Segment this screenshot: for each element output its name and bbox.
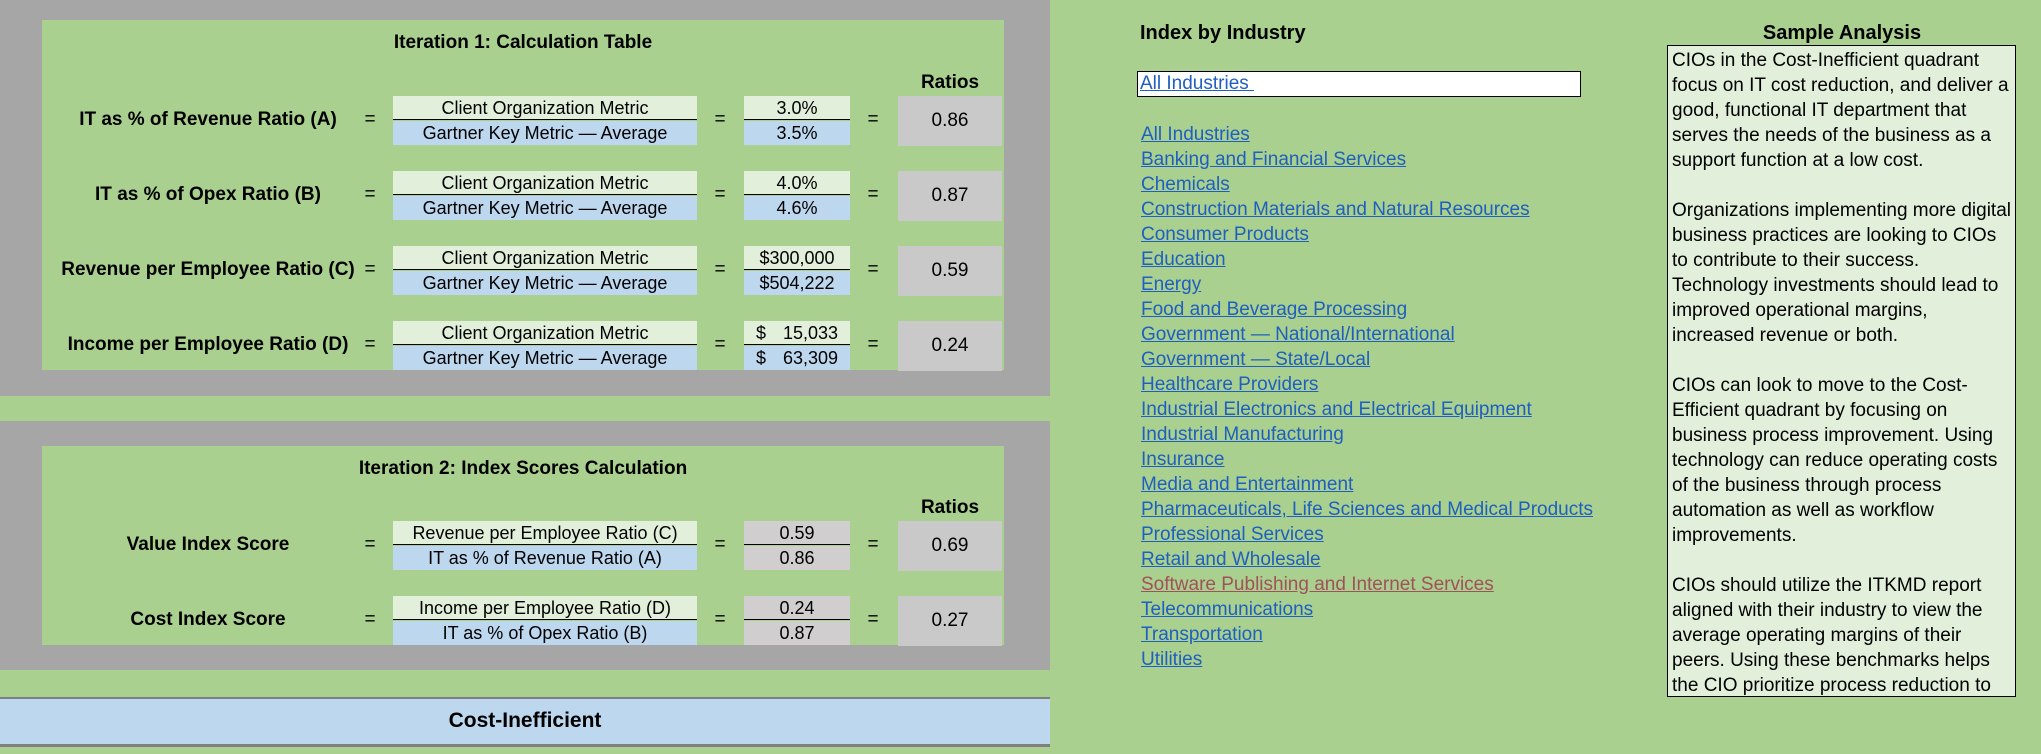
equals-sign: = [364, 109, 376, 130]
quadrant-banner: Cost-Inefficient [0, 697, 1050, 747]
equals-sign: = [364, 334, 376, 355]
denominator-value: $63,309 [744, 346, 850, 370]
denominator-label: IT as % of Opex Ratio (B) [393, 621, 697, 645]
quadrant-label: Cost-Inefficient [448, 709, 602, 732]
industry-link[interactable]: Food and Beverage Processing [1141, 299, 1408, 320]
denominator-value: $504,222 [744, 271, 850, 295]
numerator-value: $300,000 [744, 246, 850, 270]
denominator-label: Gartner Key Metric — Average [393, 271, 697, 295]
denominator-label: Gartner Key Metric — Average [393, 121, 697, 145]
equals-sign: = [714, 184, 726, 205]
industry-select[interactable]: All Industries [1137, 71, 1581, 97]
equals-sign: = [364, 184, 376, 205]
industry-link[interactable]: Construction Materials and Natural Resou… [1141, 199, 1530, 220]
row-label: IT as % of Opex Ratio (B) [95, 184, 321, 205]
numerator-value: 0.24 [744, 596, 850, 620]
ratio-value: 0.87 [898, 171, 1002, 221]
equals-sign: = [867, 109, 879, 130]
equals-sign: = [867, 259, 879, 280]
ratios-header: Ratios [898, 72, 1002, 98]
numerator-label: Income per Employee Ratio (D) [393, 596, 697, 620]
denominator-value: 0.86 [744, 546, 850, 570]
equals-sign: = [867, 609, 879, 630]
industry-link[interactable]: Insurance [1141, 449, 1225, 470]
analysis-paragraph: Organizations implementing more digital … [1672, 200, 2011, 346]
row-label: IT as % of Revenue Ratio (A) [79, 109, 337, 130]
equals-sign: = [714, 534, 726, 555]
denominator-value: 4.6% [744, 196, 850, 220]
equals-sign: = [867, 184, 879, 205]
iteration2-title: Iteration 2: Index Scores Calculation [358, 458, 688, 479]
industry-link[interactable]: Media and Entertainment [1141, 474, 1354, 495]
industry-link[interactable]: Education [1141, 249, 1226, 270]
row-label: Income per Employee Ratio (D) [67, 334, 349, 355]
industry-link[interactable]: Industrial Electronics and Electrical Eq… [1141, 399, 1532, 420]
denominator-label: Gartner Key Metric — Average [393, 346, 697, 370]
row-label: Revenue per Employee Ratio (C) [61, 259, 355, 280]
currency-symbol: $ [756, 348, 767, 368]
numerator-label: Client Organization Metric [393, 171, 697, 195]
row-label: Cost Index Score [130, 609, 286, 630]
industry-link[interactable]: Software Publishing and Internet Service… [1141, 574, 1494, 595]
equals-sign: = [867, 534, 879, 555]
numerator-value: 3.0% [744, 96, 850, 120]
industry-select-value: All Industries [1140, 73, 1255, 94]
ratio-value: 0.27 [898, 596, 1002, 646]
equals-sign: = [714, 334, 726, 355]
sample-analysis-header: Sample Analysis [1762, 22, 1922, 44]
industry-list: All Industries Banking and Financial Serv… [1141, 122, 1661, 672]
equals-sign: = [364, 609, 376, 630]
industry-link[interactable]: Government — National/International [1141, 324, 1455, 345]
denominator-value: 0.87 [744, 621, 850, 645]
industry-link[interactable]: Professional Services [1141, 524, 1324, 545]
equals-sign: = [867, 334, 879, 355]
equals-sign: = [364, 534, 376, 555]
industry-link[interactable]: Chemicals [1141, 174, 1230, 195]
industry-link[interactable]: Utilities [1141, 649, 1203, 670]
industry-link[interactable]: Industrial Manufacturing [1141, 424, 1344, 445]
numerator-value: $15,033 [744, 321, 850, 345]
denominator-label: Gartner Key Metric — Average [393, 196, 697, 220]
industry-link[interactable]: Healthcare Providers [1141, 374, 1319, 395]
numerator-label: Client Organization Metric [393, 246, 697, 270]
sample-analysis-box: CIOs in the Cost-Inefficient quadrant fo… [1667, 45, 2016, 697]
numerator-label: Client Organization Metric [393, 96, 697, 120]
industry-link[interactable]: Consumer Products [1141, 224, 1309, 245]
analysis-paragraph: CIOs should utilize the ITKMD report ali… [1672, 575, 1991, 696]
equals-sign: = [364, 259, 376, 280]
currency-symbol: $ [756, 323, 767, 343]
ratio-value: 0.24 [898, 321, 1002, 371]
industry-link[interactable]: Retail and Wholesale [1141, 549, 1321, 570]
equals-sign: = [714, 109, 726, 130]
ratio-value: 0.86 [898, 96, 1002, 146]
numerator-value: 4.0% [744, 171, 850, 195]
iteration1-panel [42, 20, 1004, 370]
industry-header: Index by Industry [1140, 22, 1306, 44]
iteration1-title: Iteration 1: Calculation Table [393, 32, 653, 53]
industry-link[interactable]: All Industries [1141, 124, 1250, 145]
industry-link[interactable]: Transportation [1141, 624, 1263, 645]
row-label: Value Index Score [126, 534, 290, 555]
ratio-value: 0.59 [898, 246, 1002, 296]
analysis-paragraph: CIOs can look to move to the Cost-Effici… [1672, 375, 1998, 546]
denominator-value: 3.5% [744, 121, 850, 145]
amount: 15,033 [782, 323, 838, 343]
equals-sign: = [714, 259, 726, 280]
industry-link[interactable]: Pharmaceuticals, Life Sciences and Medic… [1141, 499, 1594, 520]
industry-link[interactable]: Telecommunications [1141, 599, 1314, 620]
numerator-label: Client Organization Metric [393, 321, 697, 345]
industry-link[interactable]: Government — State/Local [1141, 349, 1371, 370]
analysis-paragraph: CIOs in the Cost-Inefficient quadrant fo… [1672, 50, 2009, 171]
numerator-label: Revenue per Employee Ratio (C) [393, 521, 697, 545]
industry-link[interactable]: Energy [1141, 274, 1202, 295]
ratio-value: 0.69 [898, 521, 1002, 571]
equals-sign: = [714, 609, 726, 630]
industry-link[interactable]: Banking and Financial Services [1141, 149, 1407, 170]
denominator-label: IT as % of Revenue Ratio (A) [393, 546, 697, 570]
ratios-header: Ratios [898, 497, 1002, 523]
amount: 63,309 [782, 348, 838, 368]
numerator-value: 0.59 [744, 521, 850, 545]
